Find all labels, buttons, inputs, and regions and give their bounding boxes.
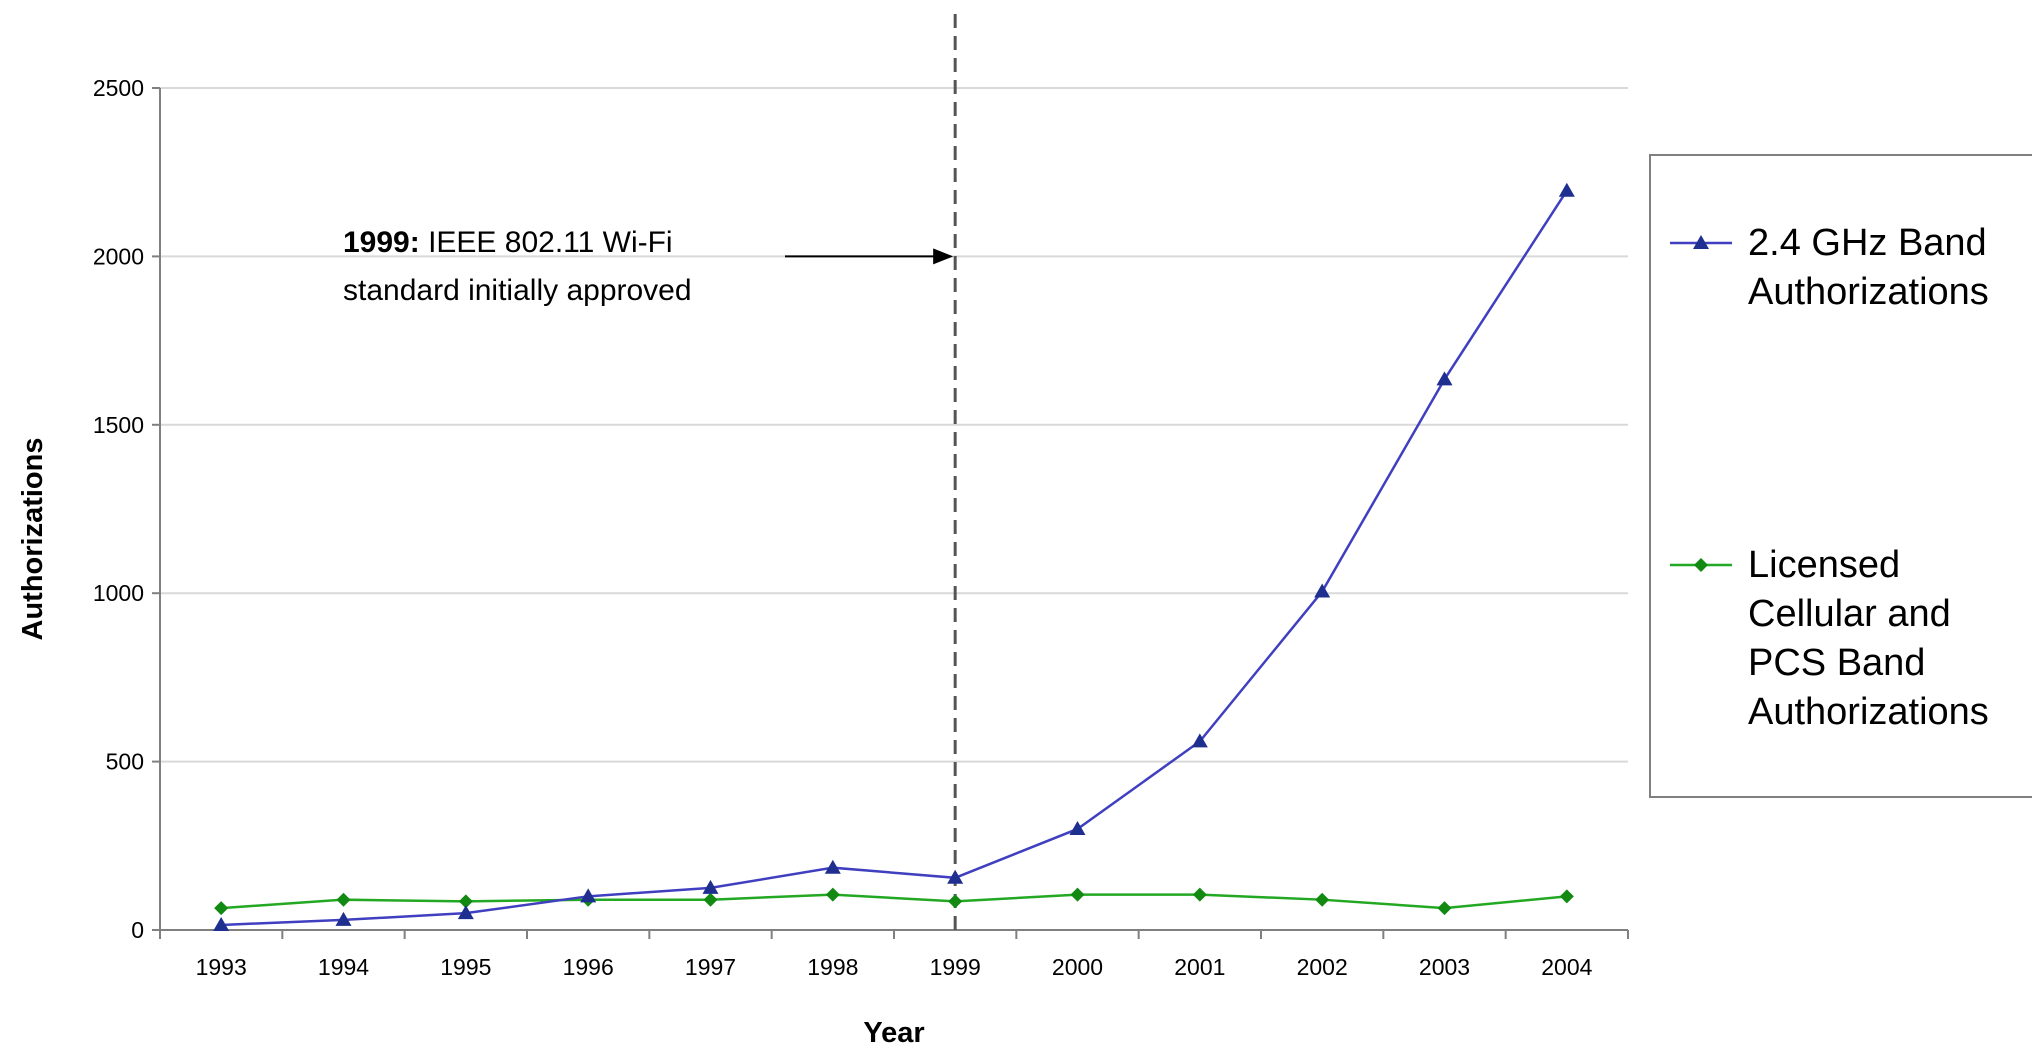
x-tick-label: 2003 bbox=[1419, 954, 1470, 980]
legend-label-line: Cellular and bbox=[1748, 593, 1951, 635]
legend-box bbox=[1649, 154, 2032, 798]
data-point bbox=[948, 894, 963, 909]
x-tick-label: 2000 bbox=[1052, 954, 1103, 980]
data-point bbox=[214, 901, 229, 916]
data-point bbox=[335, 911, 352, 926]
grid-layer bbox=[160, 87, 1628, 763]
annotation-layer: 1999: IEEE 802.11 Wi-Fi standard initiall… bbox=[343, 14, 957, 930]
labels-layer: 0 500 1000 1500 2000 2500 1993 1994 1995 1996 1997… bbox=[17, 75, 1593, 1048]
data-point bbox=[1070, 887, 1085, 902]
data-point bbox=[1558, 182, 1575, 197]
x-tick-label: 1995 bbox=[440, 954, 491, 980]
y-tick-label: 1500 bbox=[93, 412, 144, 438]
legend-swatch-marker bbox=[1694, 558, 1708, 572]
data-point bbox=[947, 869, 964, 884]
data-point bbox=[1437, 901, 1452, 916]
data-point bbox=[457, 905, 474, 920]
legend-label-line: 2.4 GHz Band bbox=[1748, 222, 1987, 264]
legend-label: 2.4 GHz Band Authorizations bbox=[1748, 222, 1989, 313]
y-tick-label: 1000 bbox=[93, 580, 144, 606]
x-tick-label: 1997 bbox=[685, 954, 736, 980]
series-band-2-4ghz bbox=[213, 182, 1575, 931]
data-point bbox=[1191, 733, 1208, 748]
axis-layer bbox=[152, 87, 1629, 939]
y-tick-label: 2000 bbox=[93, 243, 144, 269]
x-tick-label: 2001 bbox=[1174, 954, 1225, 980]
data-point bbox=[703, 892, 718, 907]
legend-label-line: Authorizations bbox=[1748, 271, 1989, 313]
x-tick-label: 1998 bbox=[807, 954, 858, 980]
y-axis-title: Authorizations bbox=[17, 438, 49, 641]
data-point bbox=[580, 888, 597, 903]
series-line bbox=[221, 190, 1568, 927]
data-point bbox=[213, 916, 230, 931]
series-layer bbox=[213, 182, 1575, 931]
annotation-line-1: 1999: IEEE 802.11 Wi-Fi bbox=[343, 226, 673, 259]
x-tick-label: 1994 bbox=[318, 954, 369, 980]
x-tick-label: 1996 bbox=[563, 954, 614, 980]
legend-swatch-marker bbox=[1693, 235, 1709, 249]
x-tick-label: 2004 bbox=[1541, 954, 1592, 980]
series-licensed-cellular-pcs bbox=[214, 887, 1574, 916]
data-point bbox=[1436, 371, 1453, 386]
y-tick-label: 2500 bbox=[93, 75, 144, 101]
data-point bbox=[458, 894, 473, 909]
y-tick-label: 0 bbox=[131, 917, 144, 943]
legend-label-line: Licensed bbox=[1748, 544, 1900, 586]
data-point bbox=[1192, 887, 1207, 902]
data-point bbox=[1314, 583, 1331, 598]
data-point bbox=[824, 859, 841, 874]
annotation-line-1-rest: IEEE 802.11 Wi-Fi bbox=[420, 226, 673, 259]
x-tick-label: 1999 bbox=[930, 954, 981, 980]
x-tick-label: 2002 bbox=[1297, 954, 1348, 980]
legend-entry: Licensed Cellular and PCS Band Authorizatio… bbox=[1670, 544, 1989, 733]
annotation-year: 1999: bbox=[343, 226, 420, 259]
legend-layer: 2.4 GHz Band Authorizations Licensed Cellul… bbox=[1649, 154, 2032, 798]
legend-label-line: PCS Band bbox=[1748, 642, 1925, 684]
legend-label: Licensed Cellular and PCS Band Authorizatio… bbox=[1748, 544, 1989, 733]
annotation-line-2: standard initially approved bbox=[343, 274, 692, 307]
legend-entry: 2.4 GHz Band Authorizations bbox=[1670, 222, 1989, 313]
x-axis-title: Year bbox=[863, 1017, 924, 1048]
data-point bbox=[1559, 889, 1574, 904]
x-tick-label: 1993 bbox=[196, 954, 247, 980]
data-point bbox=[825, 887, 840, 902]
data-point bbox=[702, 879, 719, 894]
legend-label-line: Authorizations bbox=[1748, 691, 1989, 733]
series-line bbox=[221, 893, 1567, 910]
data-point bbox=[1315, 892, 1330, 907]
data-point bbox=[1069, 820, 1086, 835]
data-point bbox=[336, 892, 351, 907]
y-tick-label: 500 bbox=[106, 749, 144, 775]
